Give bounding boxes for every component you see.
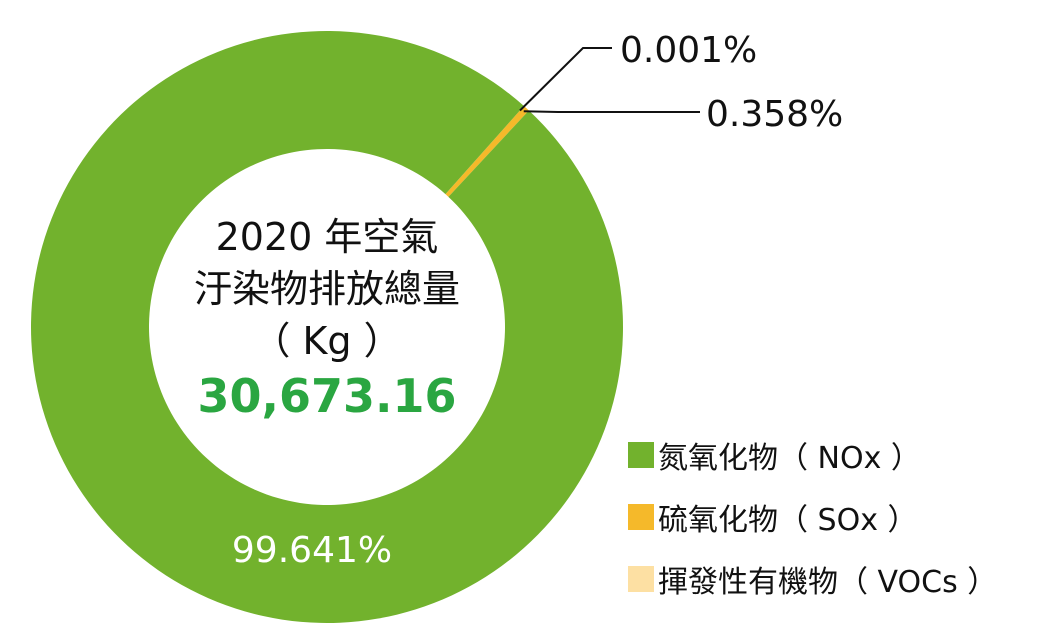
legend-swatch-sox [628, 504, 654, 530]
legend-label-vocs: 揮發性有機物（ VOCs ） [658, 565, 998, 600]
slice-sox [445, 106, 529, 197]
leader-lines [519, 47, 700, 113]
legend: 氮氧化物（ NOx ） 硫氧化物（ SOx ） 揮發性有機物（ VOCs ） [628, 440, 997, 626]
legend-swatch-vocs [628, 566, 654, 592]
legend-swatch-nox [628, 442, 654, 468]
legend-label-sox: 硫氧化物（ SOx ） [658, 503, 918, 538]
leader-line-vocs [519, 47, 612, 112]
center-total: 30,673.16 [198, 369, 457, 423]
slice-vocs [445, 106, 524, 195]
legend-item-nox: 氮氧化物（ NOx ） [628, 440, 997, 476]
center-label: 2020 年空氣 汙染物排放總量 （ Kg ） 30,673.16 [194, 215, 460, 423]
value-label-vocs: 0.001% [620, 30, 757, 71]
legend-label-nox: 氮氧化物（ NOx ） [658, 441, 921, 476]
slice-nox [31, 31, 624, 624]
center-line-1: 2020 年空氣 [216, 215, 439, 259]
legend-item-sox: 硫氧化物（ SOx ） [628, 502, 997, 538]
donut-slices [31, 31, 624, 624]
center-line-2: 汙染物排放總量 [194, 267, 460, 311]
value-label-nox: 99.641% [232, 530, 392, 571]
center-line-3: （ Kg ） [252, 319, 401, 363]
value-label-sox: 0.358% [706, 94, 843, 135]
leader-line-sox [523, 110, 700, 113]
legend-item-vocs: 揮發性有機物（ VOCs ） [628, 564, 997, 600]
value-labels: 0.001% 0.358% 99.641% [232, 30, 843, 571]
